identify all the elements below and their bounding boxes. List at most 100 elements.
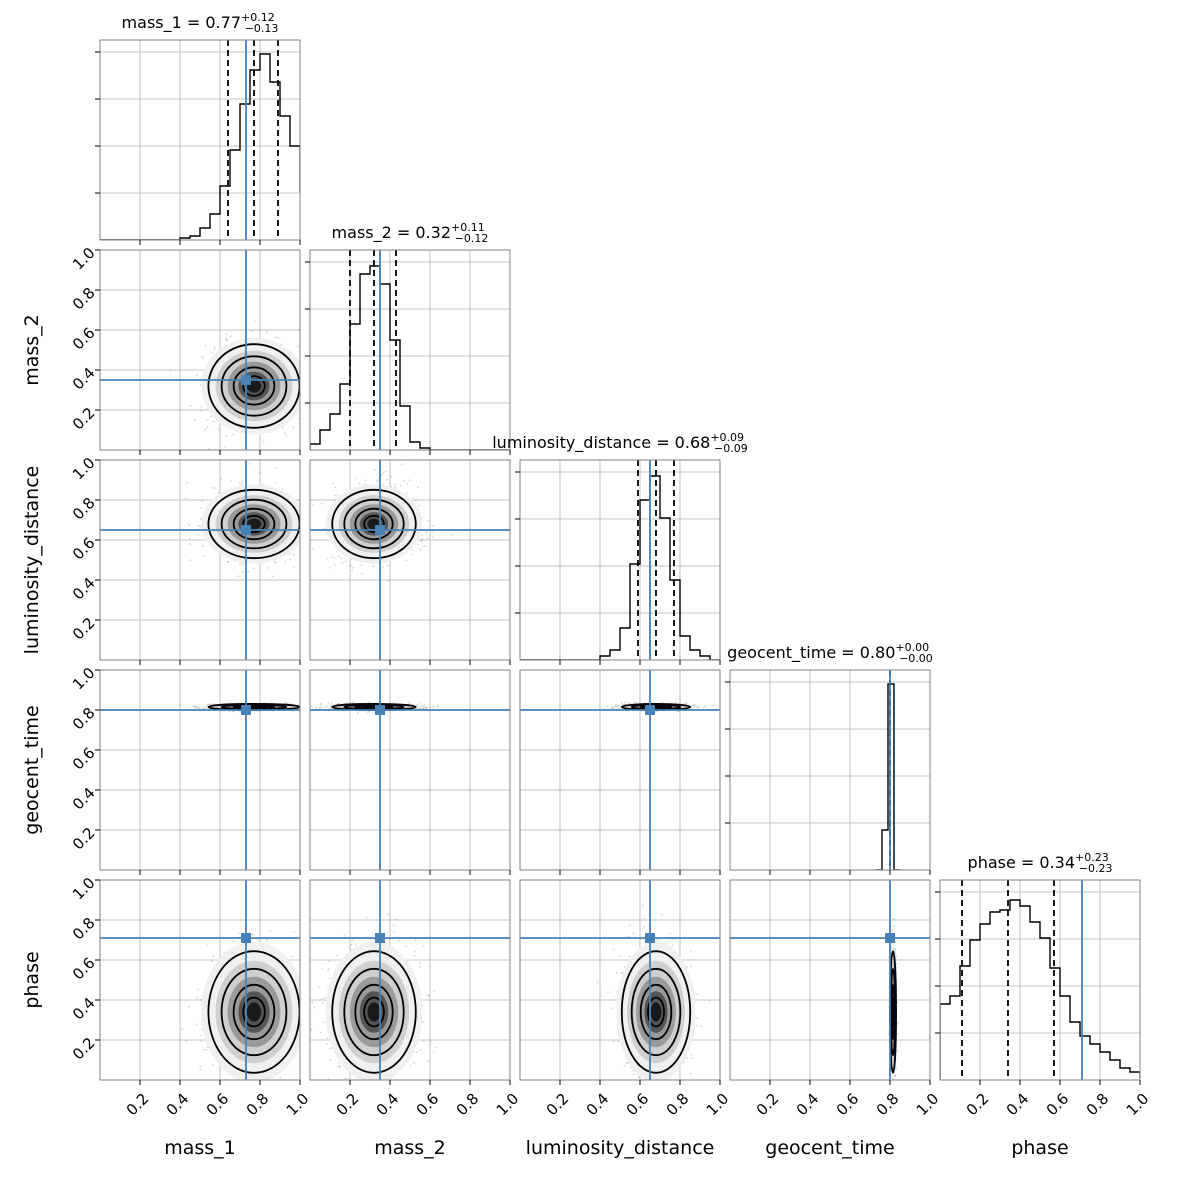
contour-line	[343, 498, 405, 550]
contour-line	[354, 983, 394, 1041]
x-tick-label: 0.2	[963, 1090, 993, 1120]
contour-line	[220, 498, 288, 550]
x-axis-label-mass_1: mass_1	[164, 1137, 236, 1159]
truth-marker	[241, 375, 251, 385]
histogram-mass_1	[100, 53, 300, 240]
truth-marker	[375, 705, 385, 715]
y-tick-label: 0.8	[69, 284, 99, 314]
contour-line	[220, 355, 288, 417]
y-tick-label: 0.2	[69, 404, 99, 434]
x-tick-label: 0.2	[333, 1090, 363, 1120]
x-tick-label: 0.6	[1043, 1090, 1073, 1120]
contour-line	[354, 507, 394, 541]
y-tick-label: 0.2	[69, 1034, 99, 1064]
y-tick-label: 0.4	[69, 994, 99, 1024]
x-tick-label: 0.6	[833, 1090, 863, 1120]
density-level	[367, 1002, 381, 1022]
axes-frame	[99, 459, 301, 661]
histogram-phase	[940, 899, 1140, 1080]
x-tick-label: 0.6	[623, 1090, 653, 1120]
axes-frame	[99, 39, 301, 241]
panel-mass_2-phase: 0.2 0.4 0.6 0.8 1.0 mass_2	[309, 879, 522, 1159]
y-axis-label-luminosity_distance: luminosity_distance	[21, 466, 43, 655]
axes-frame	[99, 249, 301, 451]
density-level	[246, 1002, 262, 1022]
panel-mass_1-geocent_time: 0.2 0.4 0.6 0.8 1.0 geocent_time	[21, 664, 301, 875]
x-tick-label: 1.0	[1123, 1090, 1153, 1120]
axes-frame	[729, 879, 931, 1081]
histogram-luminosity_distance	[520, 475, 720, 660]
panel-mass_1-mass_1: mass_1 = 0.77+0.12 −0.13	[95, 11, 301, 245]
contour-line	[220, 967, 288, 1057]
y-tick-label: 0.6	[69, 954, 99, 984]
y-tick-label: 1.0	[69, 664, 99, 694]
panel-phase-phase: phase = 0.34+0.23 −0.23 0.2 0.4 0.6 0.8 1.0 pha…	[935, 851, 1152, 1159]
contour-line	[242, 996, 266, 1028]
x-tick-label: 0.4	[793, 1090, 823, 1120]
panel-luminosity_distance-luminosity_distance: luminosity_distance = 0.68+0.09 −0.09	[492, 431, 748, 665]
x-axis-label-mass_2: mass_2	[374, 1137, 446, 1159]
y-tick-label: 1.0	[69, 454, 99, 484]
y-tick-label: 0.4	[69, 574, 99, 604]
y-tick-label: 0.4	[69, 784, 99, 814]
truth-marker	[375, 933, 385, 943]
y-tick-label: 1.0	[69, 874, 99, 904]
x-tick-label: 1.0	[703, 1090, 733, 1120]
y-axis-label-mass_2: mass_2	[21, 314, 43, 386]
axes-frame	[519, 459, 721, 661]
truth-marker	[241, 705, 251, 715]
contour-line	[620, 950, 692, 1074]
contour-line	[331, 488, 417, 560]
truth-marker	[241, 933, 251, 943]
y-tick-label: 1.0	[69, 244, 99, 274]
contour-line	[232, 507, 276, 541]
contour-line	[343, 967, 405, 1057]
title-mass_1: mass_1 = 0.77+0.12 −0.13	[122, 11, 279, 35]
axes-frame	[939, 879, 1141, 1081]
contour-line	[232, 366, 276, 406]
y-tick-label: 0.8	[69, 494, 99, 524]
panel-mass_2-mass_2: mass_2 = 0.32+0.11 −0.12	[305, 221, 511, 455]
panel-mass_1-mass_2: 0.2 0.4 0.6 0.8 1.0 mass_2	[21, 244, 301, 455]
truth-marker	[645, 705, 655, 715]
panel-luminosity_distance-geocent_time	[519, 669, 721, 875]
axes-frame	[99, 669, 301, 871]
x-tick-label: 0.8	[1083, 1090, 1113, 1120]
panel-geocent_time-geocent_time: geocent_time = 0.80+0.00 −0.00	[725, 641, 933, 875]
panel-mass_2-luminosity_distance	[309, 459, 511, 665]
x-tick-label: 0.8	[243, 1090, 273, 1120]
x-tick-label: 0.4	[163, 1090, 193, 1120]
x-tick-label: 0.2	[543, 1090, 573, 1120]
axes-frame	[729, 669, 931, 871]
x-tick-label: 0.2	[753, 1090, 783, 1120]
x-tick-label: 0.4	[583, 1090, 613, 1120]
y-tick-label: 0.8	[69, 704, 99, 734]
contour-line	[331, 950, 417, 1074]
axes-frame	[309, 249, 511, 451]
contour-line	[639, 983, 673, 1041]
axes-frame	[309, 459, 511, 661]
title-luminosity_distance: luminosity_distance = 0.68+0.09 −0.09	[492, 431, 748, 455]
x-tick-label: 0.4	[1003, 1090, 1033, 1120]
y-axis-label-geocent_time: geocent_time	[21, 705, 43, 834]
title-mass_2: mass_2 = 0.32+0.11 −0.12	[332, 221, 489, 245]
panel-luminosity_distance-phase: 0.2 0.4 0.6 0.8 1.0 luminosity_distance	[519, 879, 733, 1159]
title-phase: phase = 0.34+0.23 −0.23	[968, 851, 1113, 875]
x-tick-label: 0.6	[203, 1090, 233, 1120]
panel-mass_2-geocent_time	[309, 669, 511, 875]
contour-line	[232, 983, 276, 1041]
truth-marker	[241, 525, 251, 535]
x-tick-label: 0.2	[123, 1090, 153, 1120]
y-tick-label: 0.6	[69, 534, 99, 564]
x-axis-label-phase: phase	[1011, 1137, 1068, 1159]
truth-marker	[645, 933, 655, 943]
y-tick-label: 0.4	[69, 364, 99, 394]
x-tick-label: 0.4	[373, 1090, 403, 1120]
x-tick-label: 0.8	[663, 1090, 693, 1120]
y-tick-label: 0.2	[69, 824, 99, 854]
x-tick-label: 1.0	[913, 1090, 943, 1120]
axes-frame	[519, 669, 721, 871]
panel-geocent_time-phase: 0.2 0.4 0.6 0.8 1.0 geocent_time	[729, 879, 943, 1159]
axes-frame	[309, 879, 511, 1081]
y-tick-label: 0.2	[69, 614, 99, 644]
